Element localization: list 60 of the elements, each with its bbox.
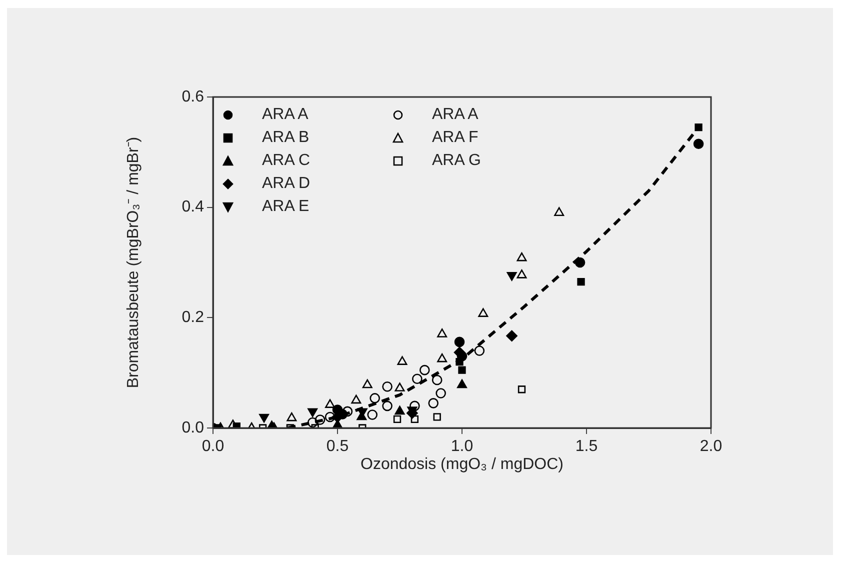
x-tick-label: 1.5 <box>575 438 598 456</box>
point <box>478 308 488 317</box>
point <box>397 356 408 365</box>
y-axis-title: Bromatausbeute (mgBrO₃⁻ / mgBr⁻) <box>125 136 142 388</box>
legend-label: ARA B <box>262 128 310 146</box>
point <box>314 414 326 425</box>
point <box>516 252 527 262</box>
y-tick-label: 0.0 <box>182 419 204 436</box>
point <box>412 374 422 384</box>
point <box>382 381 392 392</box>
point <box>694 124 702 132</box>
point <box>370 393 380 404</box>
point <box>410 415 419 424</box>
legend-label: ARA G <box>432 152 481 170</box>
legend-label: ARA A <box>432 106 478 124</box>
point <box>420 364 430 376</box>
legend-label: ARA F <box>432 128 478 146</box>
point <box>342 406 353 417</box>
x-tick-label: 1.0 <box>450 438 474 456</box>
point <box>394 406 405 415</box>
point <box>393 415 402 424</box>
point <box>437 328 448 338</box>
point <box>518 386 526 394</box>
legend-label: ARA E <box>262 198 310 216</box>
point <box>437 353 448 362</box>
point <box>432 374 442 386</box>
point <box>394 382 405 392</box>
point <box>362 379 372 388</box>
y-tick-label: 0.6 <box>182 88 204 106</box>
point <box>382 400 392 412</box>
x-axis-title: Ozondosis (mgO₃ / mgDOC) <box>360 456 564 473</box>
point <box>506 330 518 342</box>
point <box>325 399 336 408</box>
point <box>554 207 564 216</box>
point <box>457 379 467 388</box>
point <box>454 336 465 348</box>
point <box>574 257 586 268</box>
point <box>307 417 318 428</box>
point <box>693 138 704 150</box>
legend-label: ARA A <box>262 106 308 124</box>
x-tick-label: 0.0 <box>202 438 224 456</box>
point <box>410 400 420 412</box>
y-tick-label: 0.4 <box>182 198 204 216</box>
legend-label: ARA D <box>262 174 310 192</box>
point <box>367 410 378 420</box>
point <box>436 388 446 398</box>
x-tick-label: 2.0 <box>700 438 722 456</box>
point <box>458 366 466 374</box>
point <box>428 398 439 408</box>
point <box>474 346 485 356</box>
x-tick-label: 0.5 <box>326 438 349 456</box>
point <box>351 394 362 404</box>
point <box>324 412 336 422</box>
point <box>516 270 527 278</box>
y-tick-label: 0.2 <box>182 309 204 326</box>
point <box>433 413 441 421</box>
legend-label: ARA C <box>262 152 310 170</box>
point <box>456 351 468 362</box>
point <box>577 278 585 286</box>
point <box>286 412 297 422</box>
